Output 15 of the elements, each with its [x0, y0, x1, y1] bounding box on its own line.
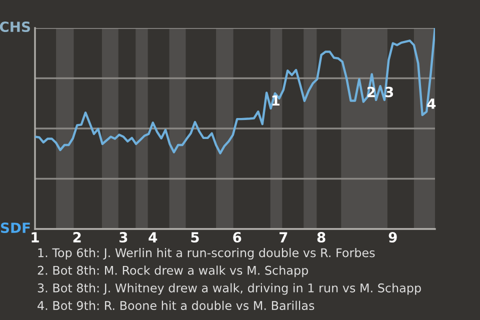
x-tick-label: 6: [233, 232, 242, 243]
x-tick-label: 9: [388, 232, 397, 243]
x-tick-label: 4: [148, 232, 158, 242]
text: 2. Bot 8th: M. Rock drew a walk vs M. Schapp: [38, 266, 308, 278]
x-tick-label: 8: [317, 232, 326, 243]
text: CHS: [0, 22, 30, 32]
x-tick-label: 5: [191, 232, 199, 243]
x-tick-label: 7: [280, 232, 288, 242]
x-tick-label: 1: [32, 232, 39, 242]
text: 3. Bot 8th: J. Whitney drew a walk, driving in 1 run vs M. Schapp: [38, 283, 421, 295]
text: 4. Bot 9th: R. Boone hit a double vs M. Barillas: [38, 300, 314, 310]
x-tick-label: 3: [120, 232, 128, 243]
text: 1. Top 6th: J. Werlin hit a run-scoring double vs R. Forbes: [38, 248, 375, 260]
text: SDF: [0, 222, 30, 234]
x-tick-label: 2: [73, 232, 81, 242]
